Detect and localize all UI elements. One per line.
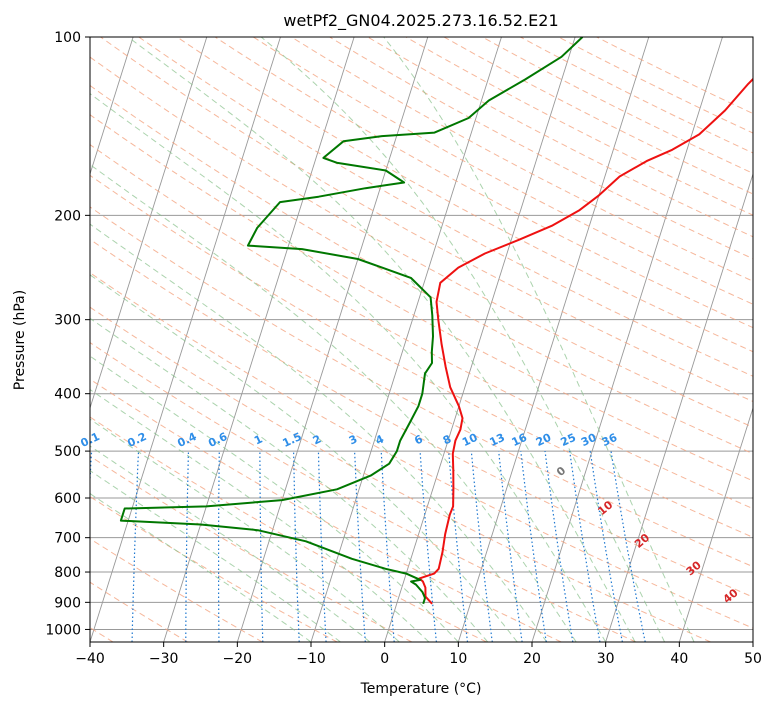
x-tick-label: 0 — [380, 651, 389, 667]
axis-layer: −40 −30 −20 −10 0 10 20 30 40 50 100 200 300 400 500 60… — [45, 30, 762, 667]
isotherm-line — [531, 37, 723, 642]
dry-adiabat-line — [90, 206, 753, 568]
moist-adiabat-line — [90, 93, 607, 642]
y-tick-label: 900 — [54, 595, 81, 611]
mixing-ratio-line — [498, 451, 523, 642]
isotherm-line — [384, 37, 576, 642]
mixing-ratio-label: 36 — [600, 431, 620, 449]
mixing-ratio-label: 13 — [488, 431, 507, 449]
isotherm-line — [90, 37, 134, 176]
isotherm-line — [605, 172, 753, 642]
isotherm-line — [236, 37, 429, 642]
moist-adiabat-line — [90, 492, 312, 642]
dry-adiabat-line — [90, 378, 562, 642]
moist-adiabat-line — [90, 317, 489, 642]
x-tick-label: 40 — [670, 651, 688, 667]
y-tick-label: 400 — [54, 387, 81, 403]
x-tick-label: 20 — [523, 651, 541, 667]
y-axis-title: Pressure (hPa) — [12, 290, 28, 390]
moist-adiabat-line — [260, 37, 666, 642]
mixing-ratio-line — [520, 451, 547, 642]
y-tick-label: 500 — [54, 444, 81, 460]
dewpoint-profile-line — [119, 37, 584, 605]
dry-adiabat-line — [90, 341, 637, 642]
grid-layer — [90, 37, 753, 642]
x-tick-label: −10 — [296, 651, 326, 667]
moist-adiabat-line — [90, 163, 577, 642]
moist-adiabat-line — [90, 388, 430, 642]
isotherm-line — [90, 37, 208, 410]
dry-adiabat-line — [100, 37, 753, 403]
x-axis-title: Temperature (°C) — [360, 681, 482, 697]
dry-adiabat-line — [90, 455, 413, 642]
dry-adiabat-line — [138, 37, 753, 377]
dry-adiabat-line — [90, 56, 753, 428]
moist-adiabat-line — [90, 418, 400, 642]
moist-adiabat-line — [90, 470, 341, 642]
x-tick-label: −30 — [149, 651, 179, 667]
dry-adiabat-line — [90, 496, 338, 642]
mixing-ratio-label: 25 — [559, 431, 578, 449]
temperature-profile-line — [418, 77, 753, 605]
isotherm-line — [457, 37, 650, 642]
data-layer — [119, 37, 753, 605]
chart-title: wetPf2_GN04.2025.273.16.52.E21 — [283, 11, 558, 31]
y-tick-label: 200 — [54, 208, 81, 224]
dry-adiabat-line — [90, 144, 753, 510]
dry-adiabat-line — [90, 174, 753, 538]
y-tick-label: 700 — [54, 531, 81, 547]
isotherm-line — [678, 406, 753, 642]
x-tick-label: 30 — [597, 651, 615, 667]
mixing-ratio-label: 30 — [579, 431, 599, 449]
dry-adiabat-line — [90, 238, 753, 598]
mixing-ratio-line — [544, 451, 574, 642]
plot-frame — [89, 36, 754, 643]
mixing-ratio-line — [610, 451, 646, 642]
mixing-ratio-line — [470, 451, 493, 642]
y-tick-label: 600 — [54, 491, 81, 507]
moist-adiabat-line — [90, 223, 548, 642]
isotherm-line — [163, 37, 355, 642]
x-tick-label: −20 — [223, 651, 253, 667]
mixing-ratio-label: 10 — [460, 431, 480, 449]
y-tick-label: 100 — [54, 30, 81, 46]
x-tick-label: −40 — [75, 651, 105, 667]
y-tick-label: 1000 — [45, 622, 81, 638]
dry-adiabat-line — [90, 272, 753, 629]
dry-adiabat-line — [214, 37, 753, 329]
x-tick-label: 10 — [449, 651, 467, 667]
y-tick-label: 300 — [54, 313, 81, 329]
mixing-ratio-label: 16 — [510, 431, 530, 449]
dry-adiabat-line — [90, 84, 753, 455]
dry-adiabat-line — [176, 37, 753, 353]
x-tick-label: 50 — [744, 651, 762, 667]
mixing-ratio-line — [419, 451, 437, 642]
dry-adiabat-line — [90, 114, 753, 482]
moist-adiabat-line — [127, 37, 636, 642]
moist-adiabat-line — [90, 274, 518, 642]
y-tick-label: 800 — [54, 565, 81, 581]
mixing-ratio-label: 20 — [534, 431, 554, 449]
isotherm-line — [90, 37, 281, 642]
